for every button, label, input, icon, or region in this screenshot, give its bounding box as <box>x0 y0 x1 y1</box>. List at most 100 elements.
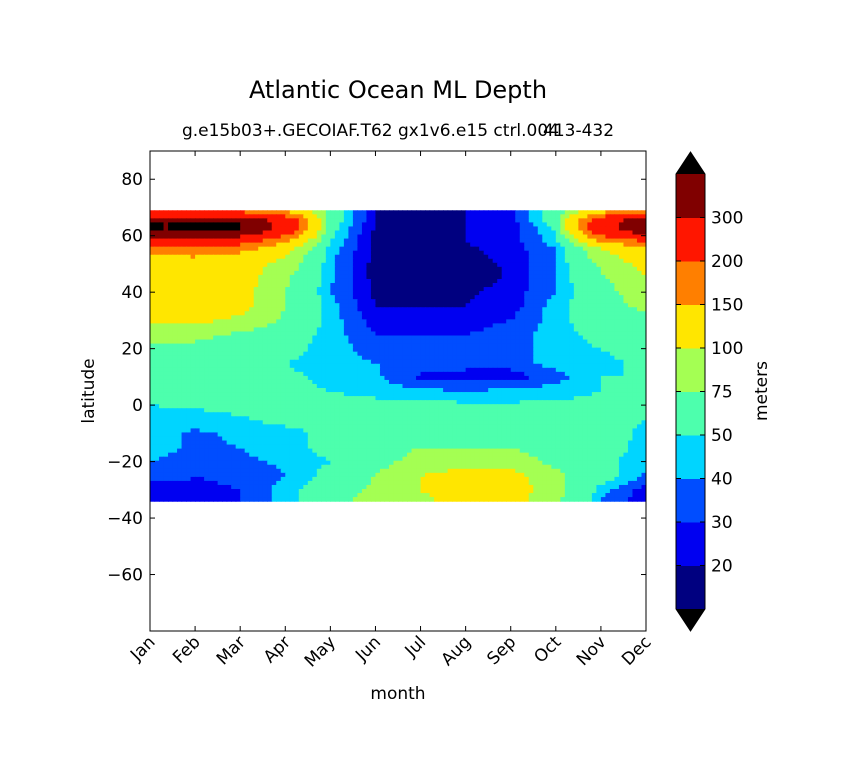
contour-cell <box>163 283 169 288</box>
contour-cell <box>591 339 597 345</box>
contour-cell <box>280 291 286 296</box>
contour-cell <box>515 303 521 308</box>
contour-cell <box>528 323 534 329</box>
contour-cell <box>285 287 291 292</box>
contour-cell <box>199 226 205 232</box>
contour-cell <box>321 262 327 268</box>
contour-cell <box>384 262 390 268</box>
contour-cell <box>587 359 593 365</box>
contour-cell <box>222 315 228 320</box>
contour-cell <box>339 367 345 373</box>
contour-cell <box>357 299 363 304</box>
contour-cell <box>542 343 548 349</box>
contour-cell <box>551 359 557 365</box>
contour-cell <box>343 299 349 304</box>
contour-cell <box>411 319 417 324</box>
contour-cell <box>325 214 331 219</box>
contour-cell <box>407 351 413 357</box>
contour-cell <box>384 258 390 264</box>
contour-cell <box>573 388 579 393</box>
contour-cell <box>407 266 413 272</box>
contour-cell <box>240 242 246 248</box>
contour-cell <box>244 363 250 369</box>
contour-cell <box>623 327 629 333</box>
contour-cell <box>334 278 340 284</box>
contour-cell <box>240 210 246 215</box>
contour-cell <box>172 319 178 324</box>
contour-cell <box>163 327 169 333</box>
contour-cell <box>438 230 444 236</box>
contour-cell <box>569 323 575 329</box>
contour-cell <box>443 319 449 324</box>
contour-cell <box>186 278 192 284</box>
contour-cell <box>632 287 638 292</box>
contour-cell <box>321 218 327 224</box>
contour-cell <box>366 388 372 393</box>
contour-cell <box>434 270 440 276</box>
contour-cell <box>379 339 386 345</box>
contour-cell <box>528 266 534 272</box>
contour-cell <box>213 311 219 316</box>
contour-cell <box>582 315 588 320</box>
contour-cell <box>262 242 268 248</box>
contour-cell <box>591 266 597 272</box>
contour-cell <box>497 291 503 296</box>
contour-cell <box>150 258 156 264</box>
contour-cell <box>411 315 417 320</box>
contour-cell <box>208 335 214 341</box>
contour-cell <box>551 315 557 320</box>
contour-cell <box>244 392 250 397</box>
contour-cell <box>425 383 431 389</box>
contour-cell <box>546 331 552 337</box>
contour-cell <box>172 266 178 272</box>
contour-cell <box>240 359 246 365</box>
contour-cell <box>357 283 363 288</box>
contour-cell <box>407 274 413 280</box>
contour-cell <box>438 335 444 341</box>
contour-cell <box>443 383 449 389</box>
contour-cell <box>199 270 205 276</box>
contour-cell <box>596 331 602 337</box>
contour-cell <box>271 242 277 248</box>
contour-cell <box>573 274 579 280</box>
contour-cell <box>366 303 372 308</box>
contour-cell <box>388 278 395 284</box>
contour-cell <box>479 266 485 272</box>
contour-cell <box>470 327 476 333</box>
contour-cell <box>623 375 629 381</box>
contour-cell <box>447 331 453 337</box>
contour-cell <box>294 363 300 369</box>
contour-cell <box>366 266 372 272</box>
contour-cell <box>398 371 404 377</box>
contour-cell <box>280 214 286 219</box>
contour-cell <box>470 218 476 224</box>
contour-cell <box>249 367 255 373</box>
contour-cell <box>402 287 408 292</box>
contour-cell <box>195 238 201 244</box>
contour-cell <box>204 307 210 312</box>
contour-cell <box>510 355 516 361</box>
contour-cell <box>546 295 552 300</box>
contour-cell <box>249 323 255 329</box>
contour-cell <box>434 355 440 361</box>
contour-cell <box>515 295 521 300</box>
contour-cell <box>528 327 534 333</box>
contour-cell <box>434 327 440 333</box>
contour-cell <box>357 347 363 353</box>
contour-cell <box>452 234 458 240</box>
contour-cell <box>596 363 602 369</box>
contour-cell <box>393 388 399 393</box>
contour-cell <box>447 238 453 244</box>
contour-cell <box>370 266 377 272</box>
contour-cell <box>280 226 286 232</box>
contour-cell <box>411 335 417 341</box>
contour-cell <box>366 339 372 345</box>
contour-cell <box>213 379 219 385</box>
contour-cell <box>605 214 611 219</box>
contour-cell <box>537 379 543 385</box>
contour-cell <box>190 335 196 341</box>
contour-cell <box>438 315 444 320</box>
contour-cell <box>614 323 620 329</box>
contour-cell <box>393 343 399 349</box>
contour-cell <box>591 307 597 312</box>
